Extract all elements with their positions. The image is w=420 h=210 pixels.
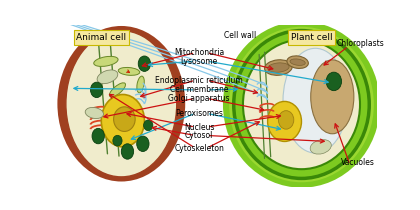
Text: Cell wall: Cell wall [224, 31, 256, 40]
Ellipse shape [118, 67, 140, 75]
Ellipse shape [92, 128, 105, 144]
Text: Peroxisomes: Peroxisomes [175, 109, 223, 118]
Ellipse shape [137, 136, 149, 151]
Text: Nucleus: Nucleus [184, 123, 214, 132]
Text: Cytoskeleton: Cytoskeleton [174, 144, 224, 153]
Ellipse shape [137, 76, 144, 93]
Ellipse shape [91, 82, 103, 98]
Ellipse shape [121, 144, 134, 159]
Text: Cell membrane: Cell membrane [170, 85, 228, 94]
Ellipse shape [287, 56, 308, 68]
Ellipse shape [138, 56, 151, 71]
Ellipse shape [234, 31, 369, 178]
Ellipse shape [109, 83, 126, 97]
Ellipse shape [326, 72, 341, 91]
Ellipse shape [114, 107, 135, 131]
Ellipse shape [265, 60, 292, 75]
Text: Cytosol: Cytosol [185, 131, 213, 140]
Ellipse shape [279, 123, 293, 140]
Ellipse shape [229, 27, 374, 182]
Ellipse shape [268, 63, 289, 72]
Text: Mitochondria: Mitochondria [174, 48, 224, 57]
Text: Plant cell: Plant cell [291, 33, 332, 42]
Text: Animal cell: Animal cell [76, 33, 126, 42]
Text: Golgi apparatus: Golgi apparatus [168, 94, 230, 103]
Ellipse shape [85, 108, 103, 118]
Text: Lysosome: Lysosome [181, 57, 218, 66]
Ellipse shape [283, 48, 348, 153]
Ellipse shape [66, 31, 177, 177]
Ellipse shape [243, 40, 360, 169]
Ellipse shape [94, 56, 118, 66]
Text: Endoplasmic reticulum: Endoplasmic reticulum [155, 76, 243, 85]
Ellipse shape [113, 135, 122, 146]
Ellipse shape [144, 120, 153, 131]
Ellipse shape [101, 94, 144, 147]
Ellipse shape [290, 59, 305, 65]
Ellipse shape [268, 101, 302, 142]
Text: Vacuoles: Vacuoles [341, 158, 375, 167]
Text: Chloroplasts: Chloroplasts [336, 39, 384, 48]
Ellipse shape [311, 60, 354, 134]
Ellipse shape [310, 140, 331, 154]
Ellipse shape [97, 70, 118, 84]
Ellipse shape [223, 21, 380, 188]
Ellipse shape [278, 111, 294, 129]
Ellipse shape [58, 26, 185, 181]
